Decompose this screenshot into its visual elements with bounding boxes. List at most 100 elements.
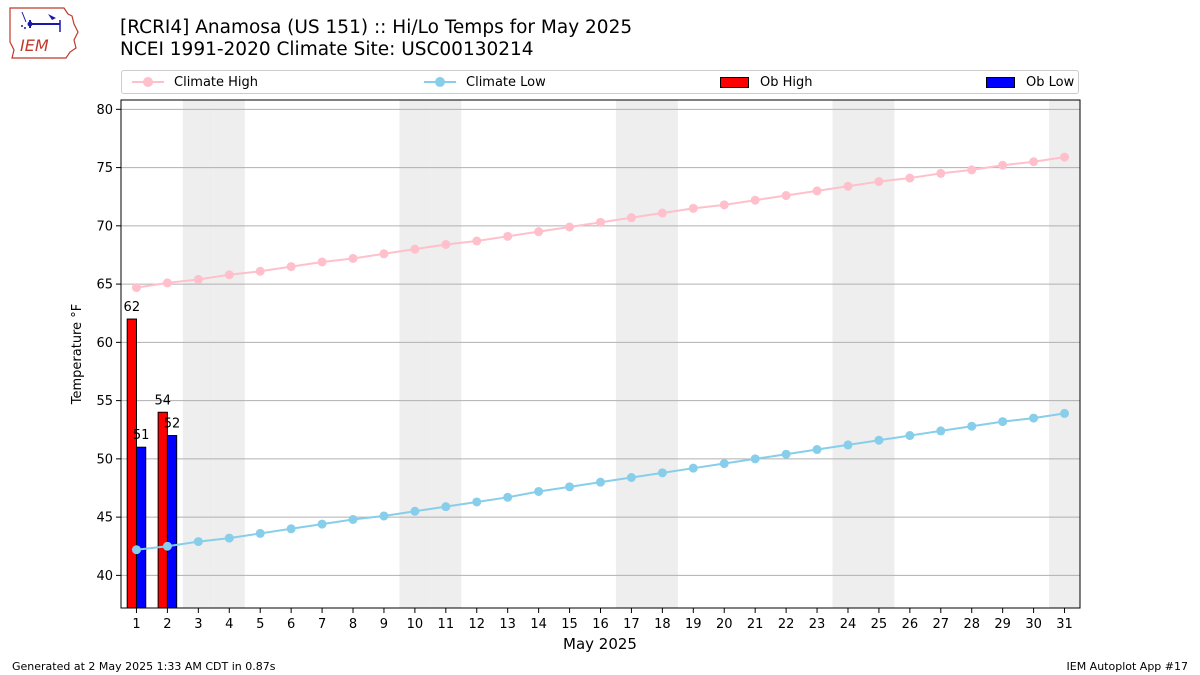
iem-logo: IEM <box>9 7 79 59</box>
x-tick-label-16: 16 <box>592 617 609 632</box>
legend-item-ob-high: Ob High <box>718 71 813 93</box>
chart-title: [RCRI4] Anamosa (US 151) :: Hi/Lo Temps … <box>120 17 632 61</box>
x-tick-label-2: 2 <box>163 617 171 632</box>
climate-high-point-22 <box>781 191 791 201</box>
legend-label-climate-high: Climate High <box>174 74 259 90</box>
climate-low-point-16 <box>596 477 605 487</box>
ob-low-bar-1 <box>135 446 147 609</box>
climate-high-point-25 <box>874 177 884 187</box>
climate-low-point-6 <box>286 524 296 534</box>
climate-high-point-30 <box>1029 157 1039 167</box>
climate-high-point-5 <box>255 266 265 276</box>
climate-low-point-12 <box>472 497 482 507</box>
bar-value-labels: 62 54 51 52 <box>124 300 181 443</box>
weekend-bands <box>182 100 1080 608</box>
climate-high-point-17 <box>626 213 636 223</box>
climate-low-point-13 <box>503 492 513 502</box>
climate-high-point-6 <box>286 262 296 272</box>
weekend-band-18 <box>646 100 678 608</box>
x-tick-label-14: 14 <box>530 617 547 632</box>
x-tick-label-19: 19 <box>685 617 702 632</box>
legend-label-climate-low: Climate Low <box>466 74 546 90</box>
climate-low-point-23 <box>812 445 822 455</box>
title-line-2: NCEI 1991-2020 Climate Site: USC00130214 <box>120 39 534 60</box>
ob-high-label-1: 62 <box>124 300 141 315</box>
legend-label-ob-high: Ob High <box>760 74 813 90</box>
climate-low-point-22 <box>781 449 791 459</box>
y-tick-label-65: 65 <box>96 278 113 293</box>
climate-high-point-7 <box>317 257 327 267</box>
climate-high-point-15 <box>565 222 575 232</box>
climate-high-point-16 <box>596 217 605 227</box>
climate-low-point-14 <box>534 486 544 496</box>
climate-high-point-12 <box>472 236 482 246</box>
y-tick-label-55: 55 <box>96 394 113 409</box>
climate-high-point-2 <box>162 278 172 288</box>
ob-low-label-1: 51 <box>133 428 150 443</box>
x-tick-label-8: 8 <box>349 617 357 632</box>
climate-high-point-1 <box>131 283 141 293</box>
climate-low-point-19 <box>688 463 698 473</box>
x-tick-label-18: 18 <box>654 617 671 632</box>
climate-high-point-10 <box>410 244 420 254</box>
title-line-1: [RCRI4] Anamosa (US 151) :: Hi/Lo Temps … <box>120 17 633 38</box>
weekend-band-24 <box>832 100 864 608</box>
climate-low-point-18 <box>657 468 667 478</box>
y-axis-label: Temperature °F <box>70 304 85 405</box>
x-tick-label-25: 25 <box>871 617 888 632</box>
climate-high-point-3 <box>193 274 203 284</box>
weekend-band-17 <box>615 100 647 608</box>
climate-low-point-3 <box>193 537 203 547</box>
x-tick-label-30: 30 <box>1025 617 1042 632</box>
ob-low-swatch <box>984 76 1016 88</box>
x-tick-label-23: 23 <box>809 617 826 632</box>
y-tick-label-45: 45 <box>96 511 113 526</box>
weekend-band-10 <box>399 100 431 608</box>
climate-high-point-21 <box>750 195 760 205</box>
generated-note: Generated at 2 May 2025 1:33 AM CDT in 0… <box>12 660 276 673</box>
x-tick-label-26: 26 <box>902 617 919 632</box>
climate-low-point-30 <box>1029 413 1039 423</box>
climate-low-swatch <box>424 76 456 88</box>
legend-label-ob-low: Ob Low <box>1026 74 1075 90</box>
climate-low-point-4 <box>224 533 234 543</box>
climate-high-point-9 <box>379 249 389 259</box>
x-tick-label-27: 27 <box>933 617 950 632</box>
climate-high-point-19 <box>688 203 698 213</box>
climate-low-point-26 <box>905 431 915 441</box>
weekend-band-31 <box>1049 100 1080 608</box>
x-tick-label-17: 17 <box>623 617 640 632</box>
climate-low-point-5 <box>255 528 265 538</box>
climate-high-point-24 <box>843 181 853 191</box>
weekend-band-11 <box>430 100 462 608</box>
climate-high-swatch <box>132 76 164 88</box>
climate-high-point-26 <box>905 173 915 183</box>
climate-low-point-10 <box>410 506 420 516</box>
ob-high-bar-2 <box>157 411 168 609</box>
x-tick-label-9: 9 <box>380 617 388 632</box>
ob-low-label-2: 52 <box>164 417 181 432</box>
app-note: IEM Autoplot App #17 <box>1066 660 1189 673</box>
climate-low-point-25 <box>874 435 884 445</box>
y-tick-label-75: 75 <box>96 161 113 176</box>
climate-low-point-31 <box>1060 408 1070 418</box>
climate-high-point-28 <box>967 165 977 175</box>
weekend-band-4 <box>213 100 245 608</box>
climate-low-point-2 <box>162 541 172 551</box>
climate-low-point-17 <box>626 473 636 483</box>
x-tick-label-1: 1 <box>132 617 140 632</box>
climate-low-point-9 <box>379 511 389 521</box>
legend-item-ob-low: Ob Low <box>984 71 1074 93</box>
ob-high-label-2: 54 <box>154 393 171 408</box>
grid-lines <box>121 108 1080 576</box>
climate-low-point-27 <box>936 426 946 436</box>
weekend-band-3 <box>182 100 214 608</box>
legend-item-climate-high: Climate High <box>132 71 258 93</box>
climate-high-point-31 <box>1060 152 1070 162</box>
climate-low-point-15 <box>565 482 575 492</box>
climate-low-point-1 <box>131 545 141 555</box>
climate-high-point-13 <box>503 231 513 241</box>
legend: Climate High Climate Low Ob High Ob Low <box>121 70 1079 94</box>
y-tick-label-60: 60 <box>96 336 113 351</box>
